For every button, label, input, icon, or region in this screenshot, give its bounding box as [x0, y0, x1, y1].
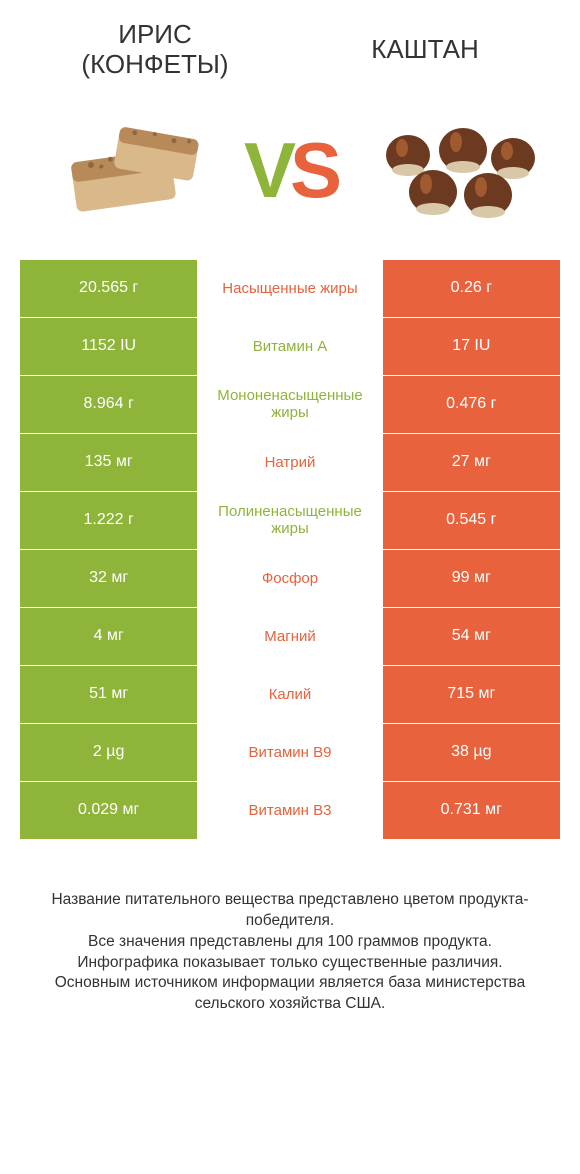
nutrient-label: Насыщенные жиры: [197, 260, 382, 318]
value-left: 2 µg: [20, 724, 197, 782]
table-row: 8.964 гМононенасыщенные жиры0.476 г: [20, 376, 560, 434]
footer-line-3: Инфографика показывает только существенн…: [30, 953, 550, 974]
footer-notes: Название питательного вещества представл…: [0, 860, 580, 1036]
chestnut-icon: [368, 110, 538, 230]
table-row: 32 мгФосфор99 мг: [20, 550, 560, 608]
vs-s: S: [290, 131, 336, 209]
header-right-text: КАШТАН: [290, 35, 560, 65]
toffee-icon: [42, 110, 212, 230]
nutrient-label: Фосфор: [197, 550, 382, 608]
value-right: 27 мг: [383, 434, 560, 492]
table-row: 1152 IUВитамин A17 IU: [20, 318, 560, 376]
table-row: 0.029 мгВитамин B30.731 мг: [20, 782, 560, 840]
value-left: 32 мг: [20, 550, 197, 608]
value-left: 51 мг: [20, 666, 197, 724]
nutrient-label: Витамин B3: [197, 782, 382, 840]
table-row: 1.222 гПолиненасыщенные жиры0.545 г: [20, 492, 560, 550]
value-right: 54 мг: [383, 608, 560, 666]
header-right: КАШТАН: [290, 20, 560, 80]
value-right: 38 µg: [383, 724, 560, 782]
value-left: 135 мг: [20, 434, 197, 492]
value-right: 99 мг: [383, 550, 560, 608]
table-row: 2 µgВитамин B938 µg: [20, 724, 560, 782]
value-right: 0.476 г: [383, 376, 560, 434]
value-left: 8.964 г: [20, 376, 197, 434]
footer-line-1: Название питательного вещества представл…: [30, 890, 550, 932]
table-row: 51 мгКалий715 мг: [20, 666, 560, 724]
value-right: 0.26 г: [383, 260, 560, 318]
nutrient-label: Полиненасыщенные жиры: [197, 492, 382, 550]
food-image-right: [346, 110, 560, 230]
nutrient-label: Натрий: [197, 434, 382, 492]
nutrient-label: Мононенасыщенные жиры: [197, 376, 382, 434]
footer-line-2: Все значения представлены для 100 граммо…: [30, 932, 550, 953]
vs-label: VS: [244, 131, 336, 209]
nutrient-label: Витамин B9: [197, 724, 382, 782]
footer-line-4: Основным источником информации является …: [30, 973, 550, 1015]
table-row: 135 мгНатрий27 мг: [20, 434, 560, 492]
nutrient-label: Магний: [197, 608, 382, 666]
value-left: 4 мг: [20, 608, 197, 666]
nutrient-label: Витамин A: [197, 318, 382, 376]
value-left: 1.222 г: [20, 492, 197, 550]
food-image-left: [20, 110, 234, 230]
value-left: 1152 IU: [20, 318, 197, 376]
value-right: 17 IU: [383, 318, 560, 376]
value-right: 715 мг: [383, 666, 560, 724]
value-right: 0.731 мг: [383, 782, 560, 840]
vs-v: V: [244, 131, 290, 209]
nutrient-label: Калий: [197, 666, 382, 724]
header-left: ИРИС (КОНФЕТЫ): [20, 20, 290, 80]
value-right: 0.545 г: [383, 492, 560, 550]
comparison-table: 20.565 гНасыщенные жиры0.26 г1152 IUВита…: [0, 250, 580, 860]
table-row: 4 мгМагний54 мг: [20, 608, 560, 666]
header: ИРИС (КОНФЕТЫ) КАШТАН: [0, 0, 580, 90]
table-row: 20.565 гНасыщенные жиры0.26 г: [20, 260, 560, 318]
header-left-line2: (КОНФЕТЫ): [20, 50, 290, 80]
value-left: 0.029 мг: [20, 782, 197, 840]
header-left-line1: ИРИС: [20, 20, 290, 50]
images-row: VS: [0, 90, 580, 250]
value-left: 20.565 г: [20, 260, 197, 318]
